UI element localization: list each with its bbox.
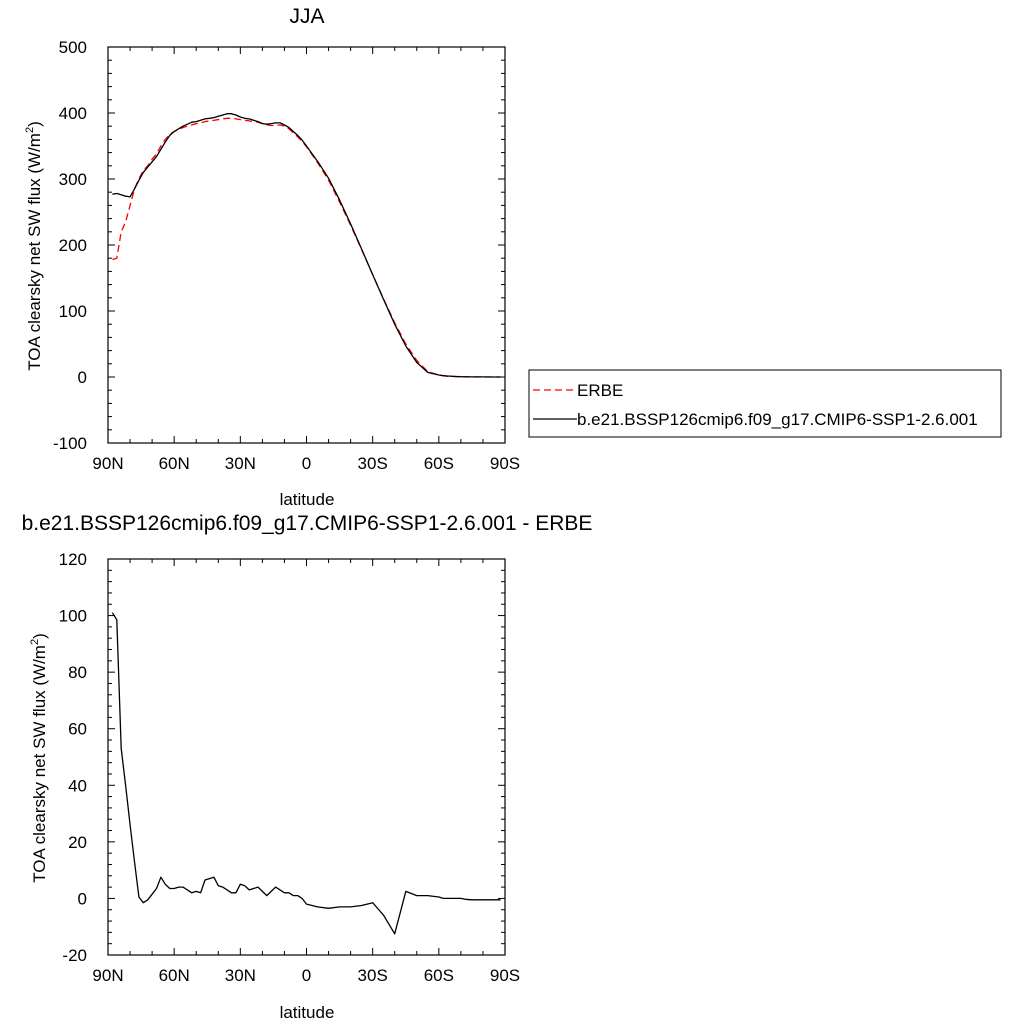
y-tick-label: 200 bbox=[59, 236, 87, 255]
y-tick-label: 400 bbox=[59, 104, 87, 123]
chart-title: b.e21.BSSP126cmip6.f09_g17.CMIP6-SSP1-2.… bbox=[22, 512, 593, 535]
y-axis-label: TOA clearsky net SW flux (W/m2) bbox=[29, 633, 49, 883]
x-tick-label: 0 bbox=[302, 966, 311, 985]
plot-frame bbox=[107, 558, 506, 956]
y-tick-label: 40 bbox=[68, 776, 87, 795]
x-tick-label: 0 bbox=[302, 454, 311, 473]
y-tick-label: 300 bbox=[59, 170, 87, 189]
series-line-erbe bbox=[112, 117, 501, 378]
y-tick-label: 500 bbox=[59, 38, 87, 57]
x-tick-label: 90S bbox=[490, 454, 520, 473]
y-tick-label: 20 bbox=[68, 833, 87, 852]
chart-title: JJA bbox=[289, 5, 324, 28]
x-tick-label: 90N bbox=[92, 454, 123, 473]
x-tick-label: 30N bbox=[225, 966, 256, 985]
series-lines bbox=[111, 612, 501, 935]
y-axis-label: TOA clearsky net SW flux (W/m2) bbox=[24, 121, 44, 371]
legend-label-erbe: ERBE bbox=[577, 381, 623, 400]
x-tick-label: 60S bbox=[424, 966, 454, 985]
y-tick-label: 80 bbox=[68, 663, 87, 682]
x-tick-label: 60N bbox=[159, 966, 190, 985]
y-tick-label: 100 bbox=[59, 607, 87, 626]
plot-frame bbox=[107, 46, 506, 444]
y-tick-label: -100 bbox=[53, 434, 87, 453]
x-tick-label: 90S bbox=[490, 966, 520, 985]
y-tick-label: 60 bbox=[68, 720, 87, 739]
legend: ERBE b.e21.BSSP126cmip6.f09_g17.CMIP6-SS… bbox=[528, 369, 1002, 438]
series-lines bbox=[112, 113, 501, 378]
chart-jja: JJA 90N 60N 30N 0 30S 60S 90S -100 0 100 200 300 400… bbox=[24, 5, 1002, 509]
x-tick-label: 90N bbox=[92, 966, 123, 985]
x-tick-label: 60N bbox=[159, 454, 190, 473]
x-tick-label: 60S bbox=[424, 454, 454, 473]
x-tick-label: 30N bbox=[225, 454, 256, 473]
x-axis-label: latitude bbox=[280, 490, 335, 509]
x-tick-label: 30S bbox=[358, 454, 388, 473]
y-tick-label: 0 bbox=[78, 368, 87, 387]
plot-area: 90N 60N 30N 0 30S 60S 90S -20 0 20 40 60 80 100 120 bbox=[59, 550, 521, 985]
legend-box bbox=[528, 369, 1002, 438]
series-line-model bbox=[112, 113, 501, 378]
series-line-difference bbox=[111, 612, 501, 935]
chart-difference: b.e21.BSSP126cmip6.f09_g17.CMIP6-SSP1-2.… bbox=[22, 512, 593, 1022]
plot-area: 90N 60N 30N 0 30S 60S 90S -100 0 100 200 300 400 500 bbox=[53, 38, 520, 473]
legend-label-model: b.e21.BSSP126cmip6.f09_g17.CMIP6-SSP1-2.… bbox=[577, 410, 978, 429]
y-tick-label: 120 bbox=[59, 550, 87, 569]
x-tick-label: 30S bbox=[358, 966, 388, 985]
y-tick-label: -20 bbox=[62, 946, 87, 965]
x-axis-label: latitude bbox=[280, 1003, 335, 1022]
y-tick-label: 100 bbox=[59, 302, 87, 321]
y-tick-label: 0 bbox=[78, 889, 87, 908]
